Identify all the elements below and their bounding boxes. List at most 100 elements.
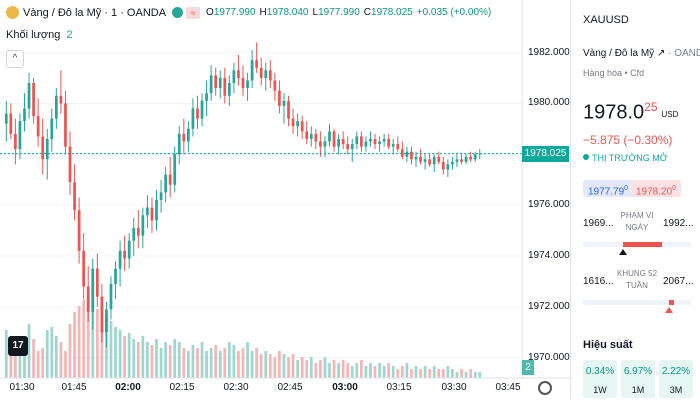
legend-close: C1978.025 bbox=[364, 7, 413, 18]
candle-38 bbox=[177, 126, 181, 165]
bid-price[interactable]: 1977.790 bbox=[583, 180, 634, 197]
candle-body-6 bbox=[32, 83, 35, 117]
candle-body-23 bbox=[109, 283, 113, 310]
candle-body-81 bbox=[373, 138, 377, 145]
volume-bar-27 bbox=[127, 333, 131, 378]
volume-bar-79 bbox=[364, 366, 368, 378]
volume-bar-61 bbox=[282, 354, 286, 378]
candle-35 bbox=[164, 166, 167, 203]
candle-body-43 bbox=[200, 100, 204, 119]
time-tick-label: 03:30 bbox=[441, 382, 467, 393]
volume-bar-41 bbox=[191, 345, 195, 378]
volume-bar-15 bbox=[73, 312, 76, 378]
panel-description[interactable]: Vàng / Đô la Mỹ ↗ · OANDA bbox=[583, 48, 700, 59]
ask-price[interactable]: 1978.200 bbox=[631, 180, 682, 198]
chart-area[interactable]: Vàng / Đô la Mỹ · 1 · OANDA ≈ O1977.990 … bbox=[0, 0, 570, 400]
data-status-icon[interactable]: ≈ bbox=[186, 6, 201, 19]
volume-bar-51 bbox=[237, 351, 240, 378]
time-tick-label: 01:30 bbox=[9, 382, 35, 393]
volume-bar-24 bbox=[114, 327, 117, 378]
candle-body-61 bbox=[282, 100, 286, 106]
volume-bar-71 bbox=[328, 363, 331, 378]
candle-body-31 bbox=[146, 207, 149, 216]
panel-symbol[interactable]: XAUUSD bbox=[583, 14, 629, 26]
candle-91 bbox=[419, 149, 422, 165]
time-tick-label: 02:00 bbox=[115, 382, 141, 393]
candle-body-91 bbox=[419, 156, 422, 162]
candle-39 bbox=[182, 118, 186, 155]
volume-bar-44 bbox=[205, 351, 208, 378]
external-link-icon[interactable]: ↗ bbox=[656, 48, 666, 59]
candle-103 bbox=[473, 151, 477, 162]
panel-currency: USD bbox=[661, 109, 679, 119]
ask-value: 1978.20 bbox=[636, 186, 673, 198]
candle-body-22 bbox=[105, 309, 108, 333]
candlestick-chart[interactable] bbox=[0, 0, 570, 400]
volume-bar-5 bbox=[27, 324, 31, 378]
market-open-icon[interactable] bbox=[172, 7, 184, 18]
volume-bar-19 bbox=[91, 306, 95, 378]
candle-body-58 bbox=[268, 70, 272, 81]
candle-31 bbox=[146, 194, 149, 228]
time-tick-label: 02:45 bbox=[277, 382, 303, 393]
candle-body-28 bbox=[132, 227, 136, 241]
candle-body-5 bbox=[27, 83, 31, 109]
volume-bar-11 bbox=[54, 336, 58, 378]
candle-104 bbox=[478, 149, 482, 160]
candle-30 bbox=[141, 207, 145, 249]
candle-body-24 bbox=[114, 268, 117, 284]
candle-85 bbox=[391, 138, 395, 155]
candle-29 bbox=[136, 210, 140, 249]
volume-bar-58 bbox=[268, 354, 272, 378]
performance-3m-label: 3M bbox=[669, 385, 683, 395]
volume-bar-89 bbox=[410, 369, 413, 378]
volume-bar-100 bbox=[460, 369, 463, 378]
candle-body-79 bbox=[364, 141, 368, 147]
tradingview-logo[interactable]: 17 bbox=[8, 336, 28, 356]
current-price-tag: 1978.025 bbox=[522, 145, 569, 162]
candle-body-54 bbox=[250, 60, 254, 81]
candle-37 bbox=[173, 146, 177, 193]
candle-body-11 bbox=[54, 95, 58, 119]
legend-title[interactable]: Vàng / Đô la Mỹ · 1 · OANDA bbox=[23, 6, 167, 19]
candle-body-71 bbox=[328, 131, 331, 142]
volume-bar-72 bbox=[332, 360, 336, 378]
candle-6 bbox=[32, 77, 35, 124]
candle-80 bbox=[369, 131, 372, 147]
collapse-legend-button[interactable]: ^ bbox=[6, 50, 24, 68]
volume-bar-28 bbox=[132, 339, 136, 378]
price-tick-label: 1980.000 bbox=[528, 97, 570, 109]
candle-47 bbox=[218, 70, 222, 99]
chart-settings-icon[interactable] bbox=[538, 381, 552, 395]
panel-exchange: OANDA bbox=[674, 48, 700, 59]
candle-9 bbox=[45, 128, 49, 180]
volume-bar-64 bbox=[296, 360, 299, 378]
volume-bar-66 bbox=[305, 360, 309, 378]
candle-0 bbox=[4, 100, 8, 142]
performance-3m[interactable]: 2.22% 3M bbox=[659, 360, 693, 398]
candle-15 bbox=[73, 164, 76, 221]
candle-69 bbox=[319, 131, 322, 157]
performance-1w[interactable]: 0.34% 1W bbox=[583, 360, 617, 398]
candle-body-67 bbox=[309, 133, 313, 139]
candle-body-96 bbox=[441, 161, 445, 170]
time-tick-label: 01:45 bbox=[61, 382, 87, 393]
week52-range-high: 2067... bbox=[663, 276, 694, 287]
candles bbox=[4, 42, 482, 348]
legend-change: +0.035 (+0.00%) bbox=[416, 7, 492, 18]
day-range-low: 1969... bbox=[583, 218, 614, 229]
volume-bar-101 bbox=[464, 372, 468, 378]
candle-78 bbox=[359, 131, 363, 152]
candle-body-8 bbox=[41, 136, 45, 160]
candle-66 bbox=[305, 121, 309, 145]
candle-body-63 bbox=[291, 118, 295, 127]
volume-legend[interactable]: Khối lượng 2 bbox=[6, 29, 72, 41]
volume-bar-78 bbox=[359, 360, 363, 378]
candle-body-48 bbox=[223, 77, 227, 96]
volume-bar-33 bbox=[155, 339, 158, 378]
volume-bar-102 bbox=[469, 369, 472, 378]
candle-55 bbox=[255, 42, 259, 73]
legend-open: O1977.990 bbox=[206, 7, 256, 18]
performance-1m[interactable]: 6.97% 1M bbox=[621, 360, 655, 398]
candle-body-73 bbox=[337, 138, 340, 147]
